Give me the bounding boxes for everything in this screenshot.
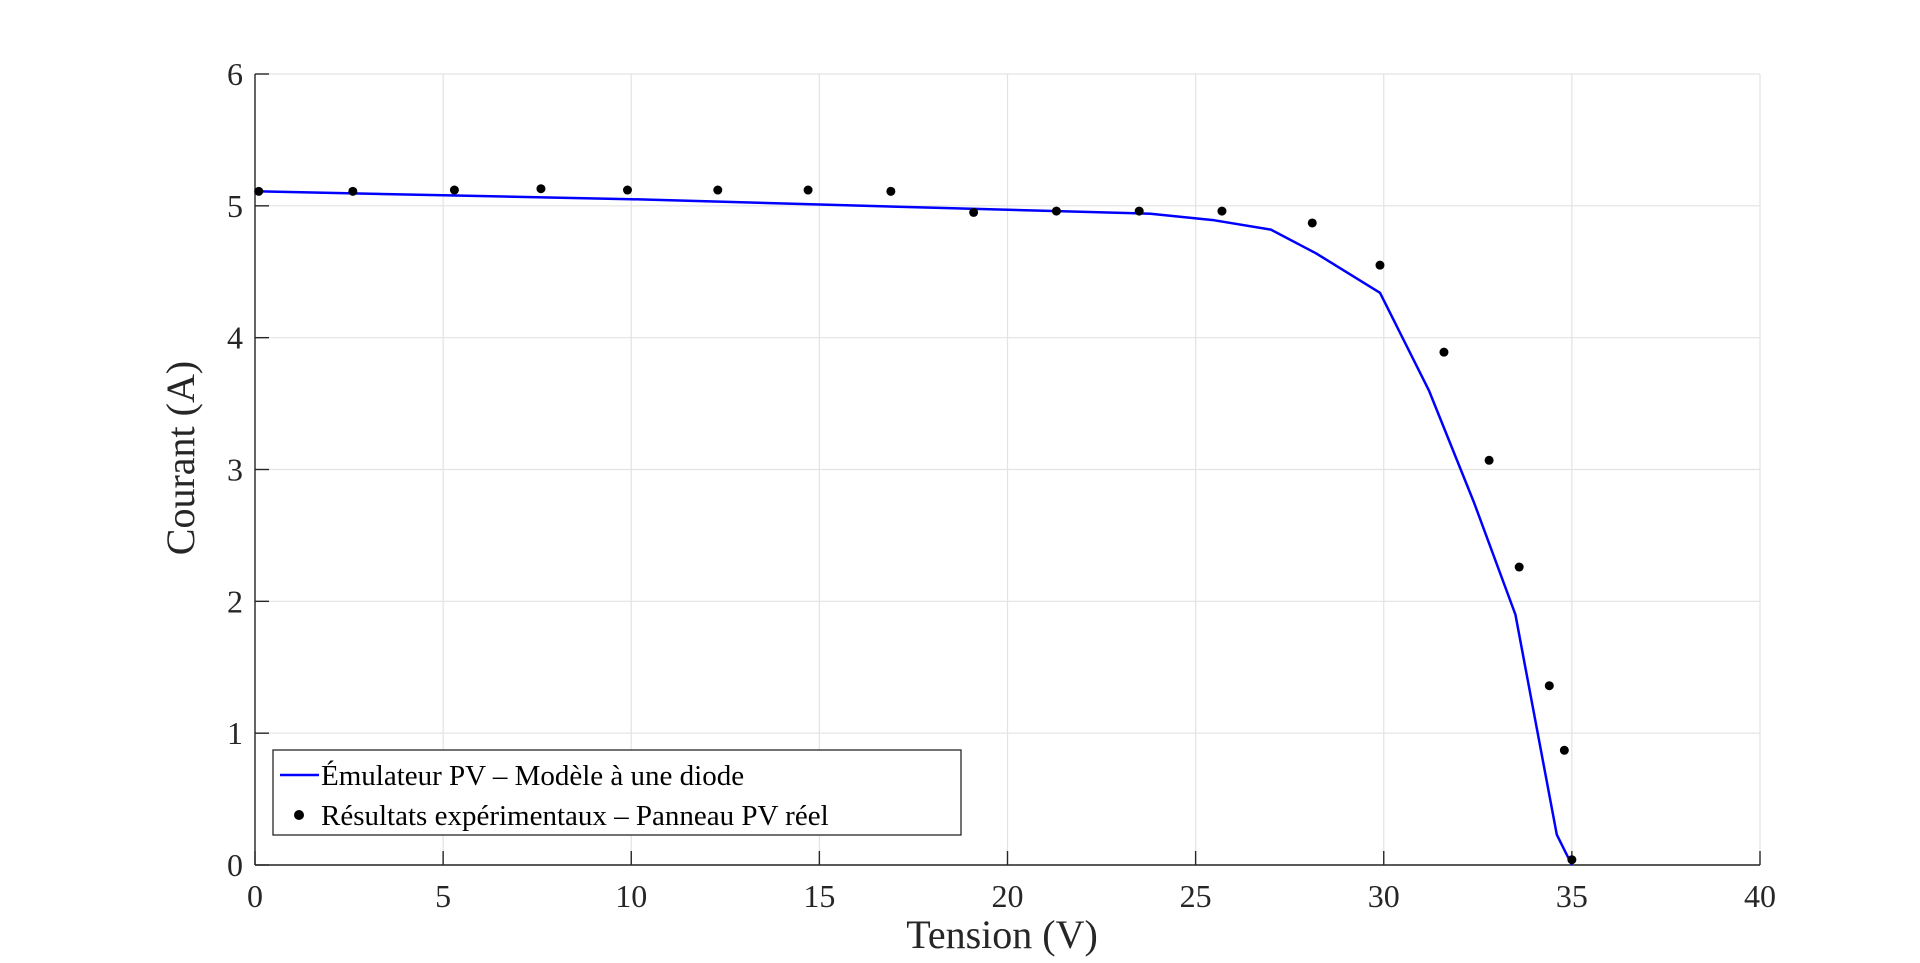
x-tick-label: 40	[1744, 878, 1776, 914]
y-tick-label: 6	[227, 56, 243, 92]
legend: Émulateur PV – Modèle à une diode Résult…	[272, 749, 962, 836]
data-point-experimental	[536, 184, 546, 194]
data-point-experimental	[449, 185, 459, 195]
series-line-emulator	[254, 190, 1574, 866]
data-point-experimental	[1567, 855, 1577, 865]
data-point-experimental	[1544, 681, 1554, 691]
legend-label-experimental: Résultats expérimentaux – Panneau PV rée…	[321, 800, 829, 832]
data-point-experimental	[1439, 347, 1449, 357]
data-point-experimental	[1217, 206, 1227, 216]
x-tick-label: 5	[435, 878, 451, 914]
grid	[254, 73, 1761, 866]
y-tick-label: 5	[227, 188, 243, 224]
legend-box	[272, 749, 962, 836]
data-point-experimental	[1051, 206, 1061, 216]
data-point-experimental	[803, 185, 813, 195]
y-tick-label: 1	[227, 715, 243, 751]
data-point-experimental	[622, 185, 632, 195]
axes	[254, 73, 1761, 866]
data-point-experimental	[1375, 260, 1385, 270]
data-point-experimental	[1559, 745, 1569, 755]
legend-marker-swatch	[294, 810, 304, 820]
x-tick-label: 20	[992, 878, 1024, 914]
y-tick-label: 3	[227, 452, 243, 488]
y-axis-title: Courant (A)	[158, 361, 203, 555]
series	[254, 184, 1577, 866]
x-tick-label: 25	[1180, 878, 1212, 914]
x-tick-label: 35	[1556, 878, 1588, 914]
data-point-experimental	[254, 186, 264, 196]
y-tick-label: 2	[227, 583, 243, 619]
legend-label-emulator: Émulateur PV – Modèle à une diode	[321, 759, 744, 792]
data-point-experimental	[1484, 455, 1494, 465]
data-point-experimental	[1307, 218, 1317, 228]
data-point-experimental	[1134, 206, 1144, 216]
x-tick-label: 15	[803, 878, 835, 914]
x-axis-title: Tension (V)	[906, 912, 1098, 957]
x-tick-label: 30	[1368, 878, 1400, 914]
x-tick-label: 10	[615, 878, 647, 914]
data-point-experimental	[1514, 562, 1524, 572]
x-tick-label: 0	[247, 878, 263, 914]
data-point-experimental	[348, 186, 358, 196]
y-tick-label: 0	[227, 847, 243, 883]
data-point-experimental	[713, 185, 723, 195]
data-point-experimental	[969, 207, 979, 217]
tick-labels: 0 5 10 15 20 25 30 35 40 0 1 2 3 4 5 6	[227, 56, 1776, 914]
y-tick-label: 4	[227, 320, 243, 356]
data-point-experimental	[886, 186, 896, 196]
